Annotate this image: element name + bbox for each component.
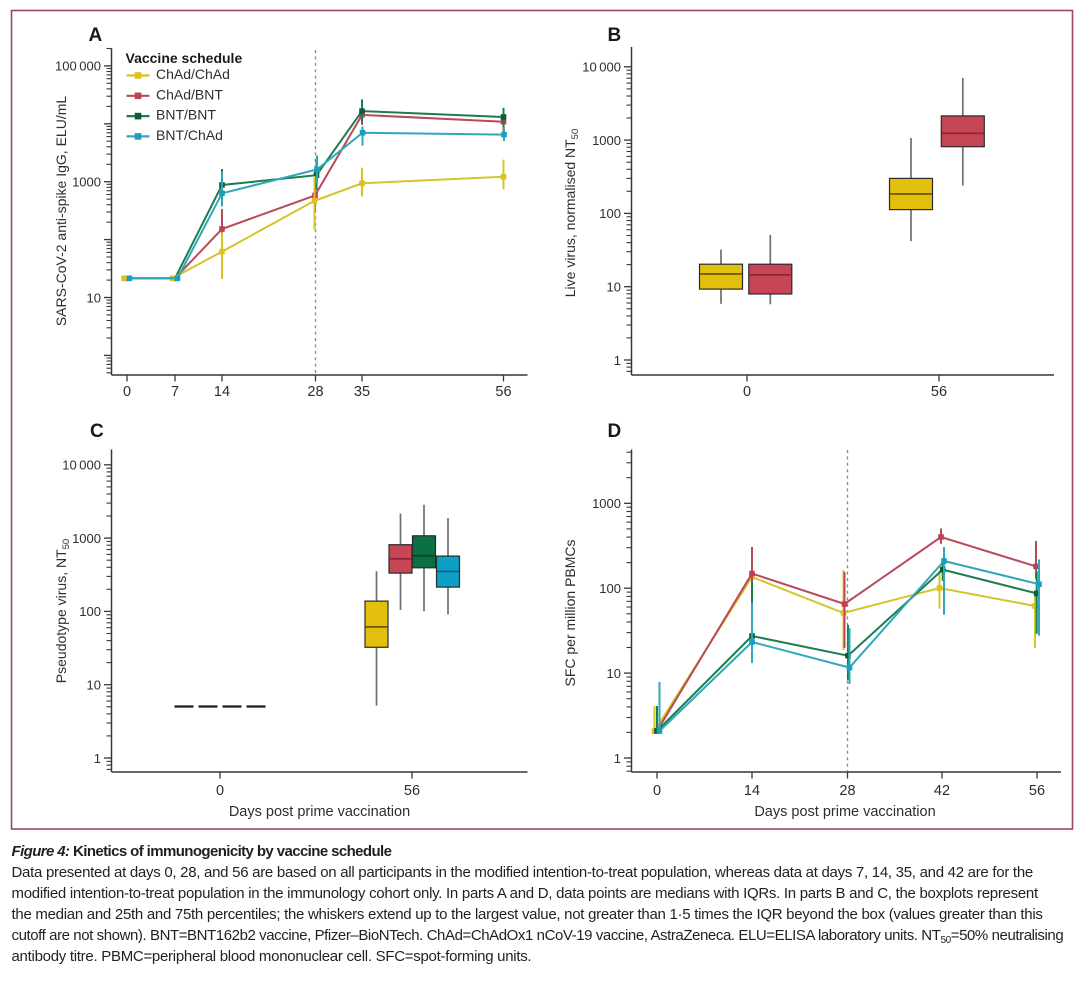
svg-text:Figure 4: Kinetics of immunoge: Figure 4: Kinetics of immunogenicity by … xyxy=(12,843,392,860)
svg-text:A: A xyxy=(89,25,103,46)
svg-text:0: 0 xyxy=(123,384,131,400)
svg-text:56: 56 xyxy=(495,384,511,400)
svg-text:42: 42 xyxy=(934,783,950,799)
svg-text:7: 7 xyxy=(171,384,179,400)
svg-text:1000: 1000 xyxy=(72,531,101,546)
svg-text:14: 14 xyxy=(744,783,760,799)
svg-text:Days post prime vaccination: Days post prime vaccination xyxy=(754,804,935,820)
svg-text:ChAd/ChAd: ChAd/ChAd xyxy=(156,66,230,82)
svg-text:10: 10 xyxy=(607,666,621,681)
svg-text:1000: 1000 xyxy=(72,175,101,190)
svg-text:modified intention-to-treat po: modified intention-to-treat population i… xyxy=(12,885,1039,902)
svg-text:35: 35 xyxy=(354,384,370,400)
svg-text:B: B xyxy=(608,25,622,46)
svg-text:1: 1 xyxy=(614,353,621,368)
svg-text:10: 10 xyxy=(87,290,101,305)
svg-text:100: 100 xyxy=(599,206,621,221)
svg-text:cutoff are not shown). BNT=BNT: cutoff are not shown). BNT=BNT162b2 vacc… xyxy=(12,927,1064,946)
svg-text:Data presented at days 0, 28,: Data presented at days 0, 28, and 56 are… xyxy=(12,864,1033,881)
svg-text:28: 28 xyxy=(307,384,323,400)
svg-text:10: 10 xyxy=(607,280,621,295)
svg-text:56: 56 xyxy=(404,783,420,799)
svg-text:D: D xyxy=(608,421,622,442)
svg-text:10: 10 xyxy=(87,678,101,693)
svg-text:100: 100 xyxy=(599,581,621,596)
svg-text:the median and 25th and 75th p: the median and 25th and 75th percentiles… xyxy=(12,906,1043,923)
svg-text:28: 28 xyxy=(839,783,855,799)
svg-text:C: C xyxy=(90,421,104,442)
svg-text:SARS-CoV-2 anti-spike IgG, ELU: SARS-CoV-2 anti-spike IgG, ELU/mL xyxy=(53,96,69,327)
svg-text:1000: 1000 xyxy=(592,496,621,511)
svg-text:56: 56 xyxy=(931,384,947,400)
svg-text:Live virus, normalised NT50: Live virus, normalised NT50 xyxy=(562,129,581,298)
svg-text:Vaccine schedule: Vaccine schedule xyxy=(126,50,243,66)
svg-text:14: 14 xyxy=(214,384,230,400)
svg-text:100: 100 xyxy=(79,604,101,619)
svg-text:antibody titre. PBMC=periphera: antibody titre. PBMC=peripheral blood mo… xyxy=(12,948,532,965)
svg-text:1000: 1000 xyxy=(592,133,621,148)
svg-text:1: 1 xyxy=(614,751,621,766)
svg-text:10 000: 10 000 xyxy=(62,458,101,473)
svg-text:0: 0 xyxy=(653,783,661,799)
svg-text:ChAd/BNT: ChAd/BNT xyxy=(156,86,223,102)
svg-text:100 000: 100 000 xyxy=(55,59,101,74)
svg-text:BNT/BNT: BNT/BNT xyxy=(156,107,216,123)
svg-text:56: 56 xyxy=(1029,783,1045,799)
svg-text:10 000: 10 000 xyxy=(582,60,621,75)
svg-text:Pseudotype virus, NT50: Pseudotype virus, NT50 xyxy=(53,539,72,683)
svg-text:BNT/ChAd: BNT/ChAd xyxy=(156,127,223,143)
svg-text:1: 1 xyxy=(94,751,101,766)
svg-text:0: 0 xyxy=(743,384,751,400)
svg-text:SFC per million PBMCs: SFC per million PBMCs xyxy=(562,539,578,686)
svg-text:0: 0 xyxy=(216,783,224,799)
svg-text:Days post prime vaccination: Days post prime vaccination xyxy=(229,804,410,820)
